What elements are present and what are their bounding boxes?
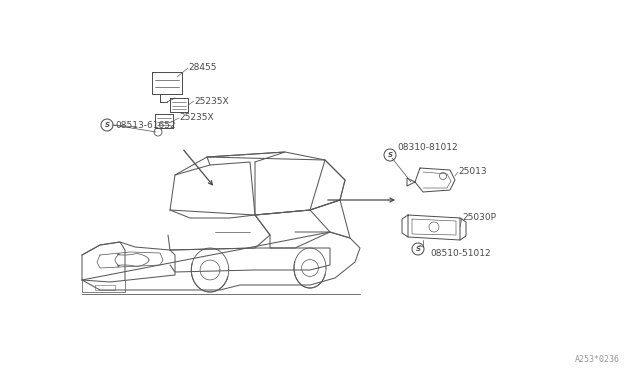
Text: A253*0236: A253*0236: [575, 356, 620, 365]
Circle shape: [154, 128, 162, 136]
Text: 08510-51012: 08510-51012: [430, 248, 491, 257]
Text: 25235X: 25235X: [194, 96, 228, 106]
Text: S: S: [387, 152, 392, 158]
Text: 08513-61652: 08513-61652: [115, 121, 175, 129]
Text: 25030P: 25030P: [462, 214, 496, 222]
Text: S: S: [415, 246, 420, 252]
Text: 25013: 25013: [458, 167, 486, 176]
Text: 28455: 28455: [188, 64, 216, 73]
Text: 25235X: 25235X: [179, 113, 214, 122]
Text: S: S: [104, 122, 109, 128]
Circle shape: [412, 243, 424, 255]
Text: 08310-81012: 08310-81012: [397, 144, 458, 153]
Circle shape: [384, 149, 396, 161]
Circle shape: [440, 173, 447, 180]
Circle shape: [101, 119, 113, 131]
Circle shape: [429, 222, 439, 232]
